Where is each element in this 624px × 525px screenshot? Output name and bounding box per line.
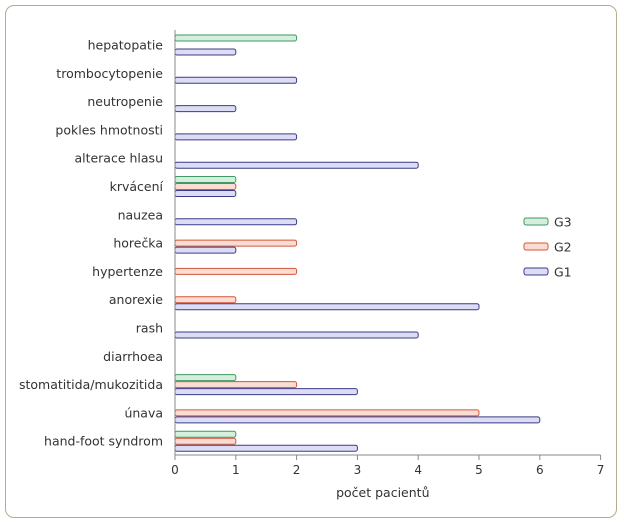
bars-group <box>174 34 541 452</box>
x-tick-label-5: 5 <box>475 463 483 477</box>
x-axis <box>174 30 601 456</box>
bar-g2-stomatitida-mukozitida <box>174 381 298 389</box>
bar-g1-rash <box>174 331 419 339</box>
category-label-alterace-hlasu: alterace hlasu <box>74 151 163 166</box>
bar-g3-hand-foot-syndrom <box>174 430 237 438</box>
legend-label-g1: G1 <box>554 265 572 280</box>
category-label-krvaceni: krvácení <box>110 179 164 194</box>
x-ticks: 0 1 2 3 4 5 6 7 <box>171 455 604 477</box>
bar-g1-alterace-hlasu <box>174 161 419 169</box>
bar-g3-stomatitida-mukozitida <box>174 374 237 382</box>
bar-g1-stomatitida-mukozitida <box>174 388 358 396</box>
category-label-horecka: horečka <box>113 236 163 251</box>
category-label-nauzea: nauzea <box>118 207 163 222</box>
bar-g3-hepatopatie <box>174 34 298 42</box>
bar-g2-hand-foot-syndrom <box>174 437 237 445</box>
bar-g1-unava <box>174 416 541 424</box>
x-tick-label-6: 6 <box>536 463 544 477</box>
bar-g1-hepatopatie <box>174 48 237 56</box>
category-label-hypertenze: hypertenze <box>92 264 163 279</box>
chart-frame <box>5 5 617 518</box>
bar-g1-hand-foot-syndrom <box>174 444 358 452</box>
bar-g2-anorexie <box>174 296 237 304</box>
category-label-stomatitida-mukozitida: stomatitida/mukozitida <box>19 377 163 392</box>
category-label-hepatopatie: hepatopatie <box>88 38 164 53</box>
x-tick-label-2: 2 <box>293 463 301 477</box>
bar-g1-neutropenie <box>174 105 237 113</box>
legend-label-g2: G2 <box>554 240 572 255</box>
category-label-anorexie: anorexie <box>109 292 163 307</box>
x-tick-label-1: 1 <box>232 463 240 477</box>
bar-g2-krvaceni <box>174 183 237 190</box>
bar-g1-anorexie <box>174 303 480 311</box>
bar-g3-krvaceni <box>174 176 237 183</box>
bar-g1-horecka <box>174 246 237 254</box>
category-label-diarrhoea: diarrhoea <box>103 349 163 364</box>
x-axis-title: počet pacientů <box>336 485 429 500</box>
category-label-trombocytopenie: trombocytopenie <box>56 66 163 81</box>
legend: G3 G2 G1 <box>523 215 572 280</box>
category-label-hand-foot-syndrom: hand-foot syndrom <box>44 434 163 449</box>
category-label-neutropenie: neutropenie <box>87 94 163 109</box>
x-tick-label-3: 3 <box>354 463 362 477</box>
bar-g1-krvaceni <box>174 190 237 197</box>
x-tick-label-7: 7 <box>597 463 605 477</box>
legend-swatch-g3 <box>523 217 549 226</box>
x-tick-label-4: 4 <box>414 463 422 477</box>
legend-label-g3: G3 <box>554 215 572 230</box>
x-tick-label-0: 0 <box>171 463 179 477</box>
bar-g2-horecka <box>174 239 298 247</box>
legend-swatch-g1 <box>523 267 549 276</box>
bar-g1-trombocytopenie <box>174 76 298 84</box>
category-label-rash: rash <box>136 321 163 336</box>
category-labels: hepatopatie trombocytopenie neutropenie pok… <box>19 38 164 449</box>
category-label-pokles-hmotnosti: pokles hmotnosti <box>55 122 163 137</box>
legend-swatch-g2 <box>523 242 549 251</box>
category-label-unava: únava <box>124 405 163 420</box>
bar-g2-unava <box>174 409 480 417</box>
bar-g2-hypertenze <box>174 267 298 275</box>
bar-g1-pokles-hmotnosti <box>174 133 298 141</box>
bar-g1-nauzea <box>174 218 298 226</box>
